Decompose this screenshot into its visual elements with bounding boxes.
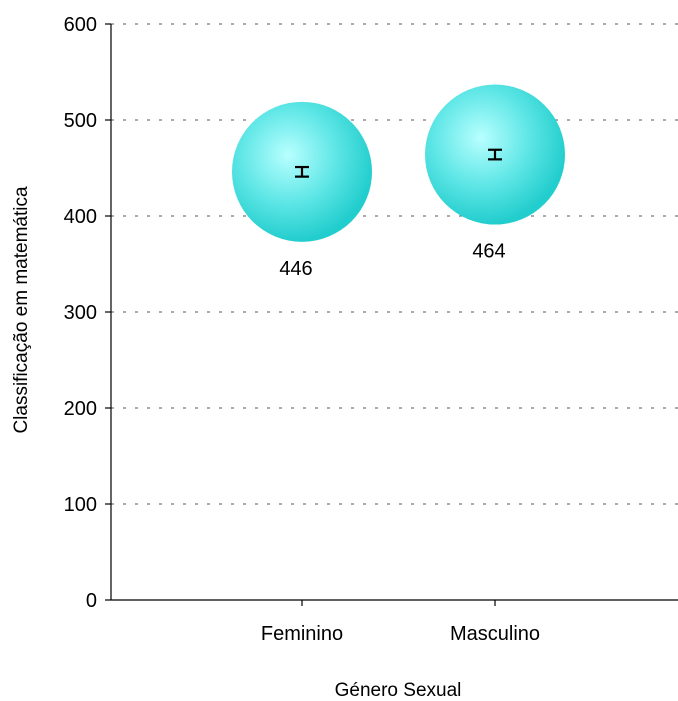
y-tick-label-500: 500 <box>64 110 97 132</box>
error-bar-masculino <box>488 148 502 161</box>
y-tick-label-100: 100 <box>64 494 97 516</box>
error-bar-feminino <box>295 165 309 178</box>
y-tick-label-300: 300 <box>64 302 97 324</box>
x-tick-label-masculino: Masculino <box>450 623 540 645</box>
data-label-feminino: 446 <box>279 258 312 280</box>
x-axis-title: Género Sexual <box>335 680 462 701</box>
y-axis-ticks: 0 100 200 300 400 500 600 <box>64 14 111 612</box>
y-axis-title: Classificação em matemática <box>11 186 32 434</box>
data-marks: 446 464 <box>232 84 565 280</box>
x-axis-categories: Feminino Masculino <box>261 600 540 645</box>
y-tick-label-600: 600 <box>64 14 97 36</box>
y-tick-label-0: 0 <box>86 590 97 612</box>
data-label-masculino: 464 <box>472 241 505 263</box>
x-tick-label-feminino: Feminino <box>261 623 343 645</box>
y-tick-label-400: 400 <box>64 206 97 228</box>
gridlines <box>111 23 678 505</box>
y-tick-label-200: 200 <box>64 398 97 420</box>
